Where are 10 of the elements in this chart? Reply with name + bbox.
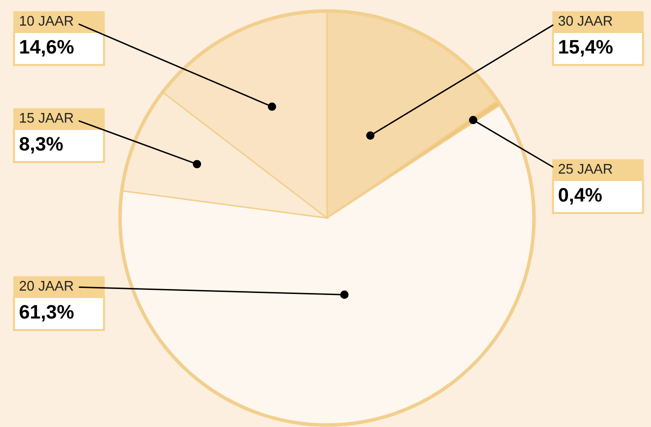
slice-label: 30 JAAR [558,16,612,26]
slice-label: 20 JAAR [20,280,74,291]
data-label: 14,6% [20,40,74,57]
slice-label: 15 JAAR [20,113,74,123]
slice-label: 25 JAAR [558,164,612,174]
data-label: 8,3% [20,136,63,154]
slice-label: 10 JAAR [20,16,74,26]
data-label: 0,4% [558,188,602,205]
data-label: 15,4% [559,40,613,57]
data-label: 61,3% [20,304,74,322]
